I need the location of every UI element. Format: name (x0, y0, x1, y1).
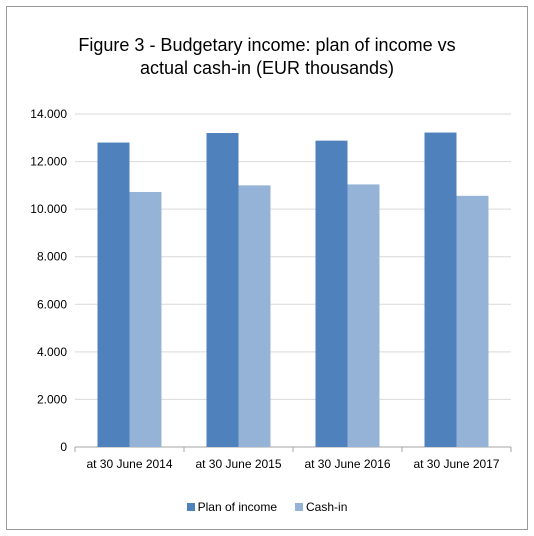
bar-plan-of-income (97, 142, 130, 448)
y-tick-label: 12.000 (30, 155, 67, 169)
x-tick-label: at 30 June 2014 (86, 457, 172, 471)
x-tick-label: at 30 June 2016 (304, 457, 390, 471)
y-tick-label: 8.000 (37, 250, 67, 264)
legend-label-cash-in: Cash-in (306, 500, 348, 514)
chart-title-line-1: Figure 3 - Budgetary income: plan of inc… (78, 35, 456, 55)
legend-swatch-plan (186, 503, 195, 511)
legend-swatch-cash-in (295, 503, 304, 511)
bar-plan-of-income (424, 132, 457, 447)
bar-plan-of-income (206, 133, 239, 447)
bar-cash-in (129, 192, 162, 447)
x-tick-label: at 30 June 2015 (195, 457, 281, 471)
bar-cash-in (238, 185, 271, 447)
legend: Plan of income Cash-in (0, 500, 534, 514)
chart-title-line-2: actual cash-in (EUR thousands) (139, 58, 395, 78)
y-tick-label: 2.000 (37, 392, 67, 406)
bar-plan-of-income (315, 140, 348, 447)
y-tick-label: 0 (60, 440, 67, 454)
legend-item-plan: Plan of income (186, 500, 278, 514)
y-tick-label: 6.000 (37, 297, 67, 311)
x-tick-label: at 30 June 2017 (413, 457, 499, 471)
y-tick-label: 4.000 (37, 345, 67, 359)
legend-item-cash-in: Cash-in (295, 500, 347, 514)
bar-cash-in (456, 195, 489, 447)
legend-label-plan: Plan of income (197, 500, 278, 514)
bar-cash-in (347, 184, 380, 448)
y-tick-label: 10.000 (30, 202, 67, 216)
y-tick-label: 14.000 (30, 107, 67, 121)
chart-title: Figure 3 - Budgetary income: plan of inc… (0, 34, 534, 80)
